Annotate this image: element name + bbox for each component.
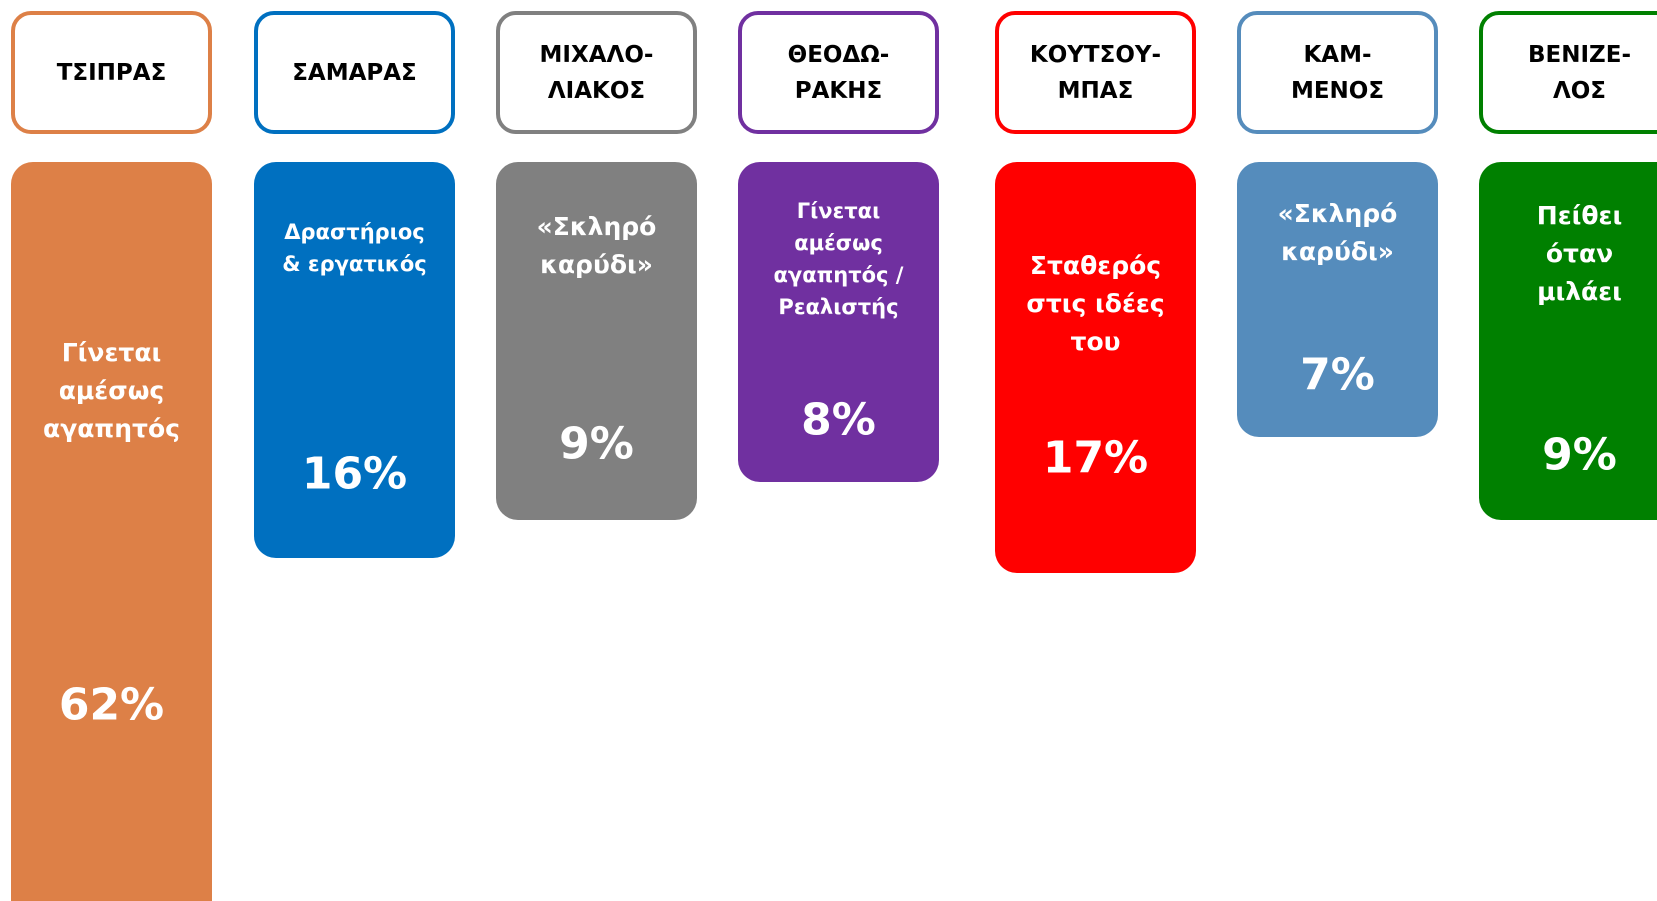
percent: 16% <box>301 448 408 500</box>
description: «Σκληρό καρύδι» <box>536 212 657 279</box>
value-box: Πείθει όταν μιλάει 9% <box>1479 162 1657 520</box>
description: Γίνεται αμέσως αγαπητός / Ρεαλιστής <box>773 199 904 319</box>
value-box: Σταθερός στις ιδέες του 17% <box>995 162 1196 573</box>
percent: 17% <box>1042 432 1149 484</box>
value-box: «Σκληρό καρύδι» 7% <box>1237 162 1438 437</box>
description: Πείθει όταν μιλάει <box>1536 201 1623 306</box>
percent: 7% <box>1300 349 1375 401</box>
value-box: Γίνεται αμέσως αγαπητός 62% <box>11 162 212 901</box>
name-box: ΘΕΟΔΩ- ΡΑΚΗΣ <box>738 11 939 134</box>
percent: 9% <box>1542 429 1617 481</box>
description: «Σκληρό καρύδι» <box>1277 199 1398 266</box>
name-box: ΚΑΜ- ΜΕΝΟΣ <box>1237 11 1438 134</box>
value-box: «Σκληρό καρύδι» 9% <box>496 162 697 520</box>
value-box: Δραστήριος & εργατικός 16% <box>254 162 455 558</box>
percent: 9% <box>559 418 634 470</box>
description: Γίνεται αμέσως αγαπητός <box>43 338 180 443</box>
value-box: Γίνεται αμέσως αγαπητός / Ρεαλιστής 8% <box>738 162 939 482</box>
description: Δραστήριος & εργατικός <box>282 220 427 276</box>
name-box: ΣΑΜΑΡΑΣ <box>254 11 455 134</box>
description: Σταθερός στις ιδέες του <box>1026 251 1165 356</box>
percent: 62% <box>58 679 165 731</box>
name-box: ΒΕΝΙΖΕ- ΛΟΣ <box>1479 11 1657 134</box>
percent: 8% <box>801 394 876 446</box>
name-box: ΜΙΧΑΛΟ- ΛΙΑΚΟΣ <box>496 11 697 134</box>
name-box: ΤΣΙΠΡΑΣ <box>11 11 212 134</box>
name-box: ΚΟΥΤΣΟΥ- ΜΠΑΣ <box>995 11 1196 134</box>
